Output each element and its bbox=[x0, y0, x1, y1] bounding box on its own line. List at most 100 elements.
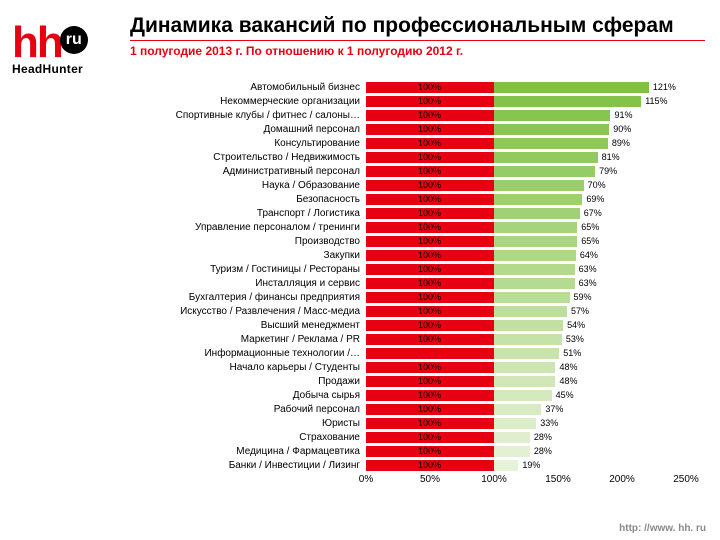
value-bar bbox=[494, 306, 567, 317]
chart-row: Спортивные клубы / фитнес / салоны…100%9… bbox=[130, 108, 690, 122]
category-label: Производство bbox=[130, 236, 366, 247]
value-bar bbox=[494, 418, 536, 429]
value-bar bbox=[494, 124, 609, 135]
value-bar bbox=[494, 278, 575, 289]
value-bar bbox=[494, 208, 580, 219]
chart-row: Медицина / Фармацевтика100%28% bbox=[130, 444, 690, 458]
bar-group: 100%19% bbox=[366, 459, 686, 472]
chart-row: Производство 100% 65% bbox=[130, 234, 690, 248]
category-label: Инсталляция и сервис bbox=[130, 278, 366, 289]
category-label: Продажи bbox=[130, 376, 366, 387]
bar-group: 100%70% bbox=[366, 179, 686, 192]
baseline-label: 100% bbox=[418, 235, 441, 248]
bar-group: 100%28% bbox=[366, 445, 686, 458]
bar-group: 100% 65% bbox=[366, 235, 686, 248]
value-bar bbox=[494, 292, 570, 303]
axis-tick: 200% bbox=[609, 474, 635, 485]
category-label: Управление персоналом / тренинги bbox=[130, 222, 366, 233]
value-label: 45% bbox=[556, 389, 574, 402]
baseline-label: 100% bbox=[418, 333, 441, 346]
value-label: 19% bbox=[522, 459, 540, 472]
hh-logo: hhru HeadHunter bbox=[12, 24, 112, 76]
value-label: 63% bbox=[579, 263, 597, 276]
value-label: 91% bbox=[614, 109, 632, 122]
category-label: Транспорт / Логистика bbox=[130, 208, 366, 219]
bar-group: 100%81% bbox=[366, 151, 686, 164]
category-label: Юристы bbox=[130, 418, 366, 429]
chart-row: Управление персоналом / тренинги100%65% bbox=[130, 220, 690, 234]
axis-tick: 100% bbox=[481, 474, 507, 485]
chart-row: Наука / Образование100%70% bbox=[130, 178, 690, 192]
axis-tick: 0% bbox=[359, 474, 373, 485]
value-label: 28% bbox=[534, 431, 552, 444]
category-label: Некоммерческие организации bbox=[130, 96, 366, 107]
bar-group: 100%79% bbox=[366, 165, 686, 178]
value-label: 65% bbox=[581, 221, 599, 234]
bar-group: 100%33% bbox=[366, 417, 686, 430]
bar-group: 100%115% bbox=[366, 95, 686, 108]
category-label: Домашний персонал bbox=[130, 124, 366, 135]
value-label: 121% bbox=[653, 81, 676, 94]
chart-row: Автомобильный бизнес100%121% bbox=[130, 80, 690, 94]
baseline-label: 100% bbox=[418, 207, 441, 220]
logo-badge: ru bbox=[60, 26, 88, 54]
value-bar bbox=[494, 334, 562, 345]
value-bar bbox=[494, 348, 559, 359]
bar-group: 100%89% bbox=[366, 137, 686, 150]
chart-row: Юристы100%33% bbox=[130, 416, 690, 430]
baseline-label: 100% bbox=[418, 319, 441, 332]
chart-row: Административный персонал100%79% bbox=[130, 164, 690, 178]
logo-main: hh bbox=[12, 24, 62, 61]
bar-group: 100%65% bbox=[366, 221, 686, 234]
baseline-label: 100% bbox=[418, 431, 441, 444]
bar-group: 100%48% bbox=[366, 361, 686, 374]
value-bar bbox=[494, 180, 584, 191]
chart-row: Безопасность100%69% bbox=[130, 192, 690, 206]
bar-group: 100%63% bbox=[366, 263, 686, 276]
category-label: Рабочий персонал bbox=[130, 404, 366, 415]
value-bar bbox=[494, 194, 582, 205]
chart-row: Страхование100%28% bbox=[130, 430, 690, 444]
value-label: 65% bbox=[581, 235, 599, 248]
value-label: 59% bbox=[574, 291, 592, 304]
x-axis: 0%50%100%150%200%250% bbox=[366, 472, 686, 492]
value-label: 54% bbox=[567, 319, 585, 332]
baseline-label: 100% bbox=[418, 193, 441, 206]
bar-group: 100% 45% bbox=[366, 389, 686, 402]
baseline-label: 100% bbox=[418, 375, 441, 388]
chart-row: Искусство / Развлечения / Масс-медиа100%… bbox=[130, 304, 690, 318]
value-label: 51% bbox=[563, 347, 581, 360]
chart-row: Продажи100%48% bbox=[130, 374, 690, 388]
baseline-label: 100% bbox=[418, 291, 441, 304]
baseline-label: 100% bbox=[418, 347, 441, 360]
value-label: 89% bbox=[612, 137, 630, 150]
axis-tick: 150% bbox=[545, 474, 571, 485]
value-bar bbox=[494, 362, 555, 373]
value-label: 70% bbox=[588, 179, 606, 192]
bar-group: 100%37% bbox=[366, 403, 686, 416]
category-label: Высший менеджмент bbox=[130, 320, 366, 331]
baseline-label: 100% bbox=[418, 389, 441, 402]
baseline-label: 100% bbox=[418, 165, 441, 178]
value-label: 57% bbox=[571, 305, 589, 318]
chart-row: Инсталляция и сервис100%63% bbox=[130, 276, 690, 290]
bar-group: 100% 51% bbox=[366, 347, 686, 360]
category-label: Банки / Инвестиции / Лизинг bbox=[130, 460, 366, 471]
value-bar bbox=[494, 82, 649, 93]
baseline-label: 100% bbox=[418, 81, 441, 94]
bar-group: 100%63% bbox=[366, 277, 686, 290]
chart-row: Некоммерческие организации100%115% bbox=[130, 94, 690, 108]
bar-group: 100% 54% bbox=[366, 319, 686, 332]
category-label: Начало карьеры / Студенты bbox=[130, 362, 366, 373]
bar-group: 100% 28% bbox=[366, 431, 686, 444]
bar-group: 100%48% bbox=[366, 375, 686, 388]
chart-row: Маркетинг / Реклама / PR100%53% bbox=[130, 332, 690, 346]
chart-row: Банки / Инвестиции / Лизинг100%19% bbox=[130, 458, 690, 472]
value-bar bbox=[494, 110, 610, 121]
value-bar bbox=[494, 446, 530, 457]
chart-row: Транспорт / Логистика100%67% bbox=[130, 206, 690, 220]
category-label: Строительство / Недвижимость bbox=[130, 152, 366, 163]
chart-row: Закупки100%64% bbox=[130, 248, 690, 262]
chart-row: Добыча сырья100%45% bbox=[130, 388, 690, 402]
chart-row: Консультирование100%89% bbox=[130, 136, 690, 150]
